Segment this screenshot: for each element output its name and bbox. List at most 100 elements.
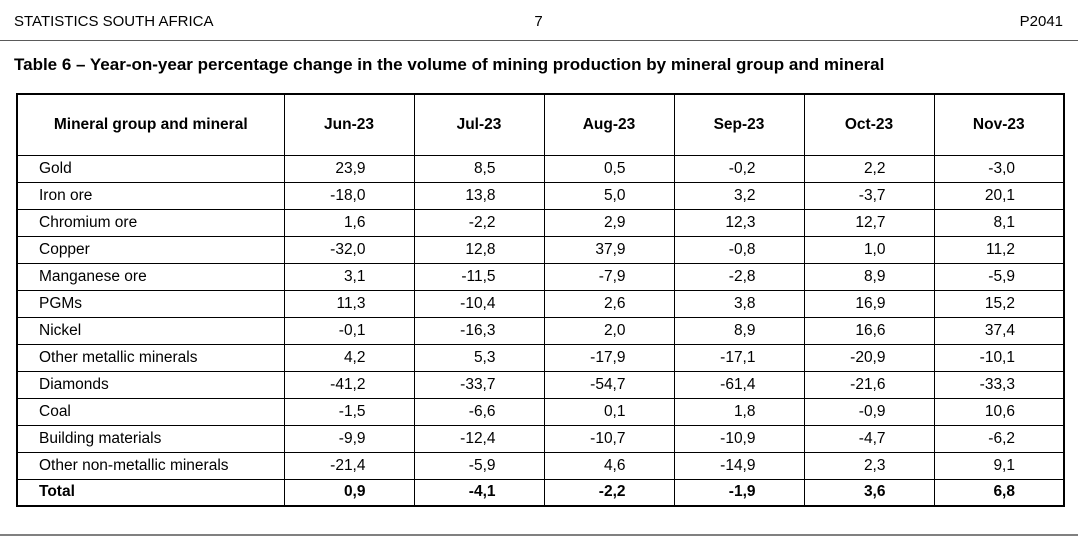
table-row: Building materials -9,9 -12,4 -10,7 -10,9 -4,… [16,424,1065,453]
row-label: Iron ore [16,181,285,210]
row-value: 5,3 [413,343,545,372]
row-label: Building materials [16,424,285,453]
row-value: 20,1 [933,181,1065,210]
row-value: -12,4 [413,424,545,453]
row-label: Copper [16,235,285,264]
row-value: 10,6 [933,397,1065,426]
row-value: -17,1 [673,343,805,372]
row-value: 2,0 [543,316,675,345]
publisher-name: STATISTICS SOUTH AFRICA [14,13,214,30]
row-value: 37,4 [933,316,1065,345]
row-value: -6,6 [413,397,545,426]
row-label: Nickel [16,316,285,345]
row-value: -10,7 [543,424,675,453]
row-value: 4,6 [543,451,675,480]
mining-production-table: Mineral group and mineral Jun-23 Jul-23 Aug… [16,93,1065,507]
header-rule [0,40,1078,41]
row-value: 11,3 [283,289,415,318]
row-value: 3,2 [673,181,805,210]
row-value: 2,2 [803,154,935,183]
row-value: -18,0 [283,181,415,210]
row-value: -1,9 [673,478,805,507]
row-value: -3,0 [933,154,1065,183]
row-label: Other non-metallic minerals [16,451,285,480]
row-value: 12,7 [803,208,935,237]
page-number: 7 [534,13,543,30]
row-value: -17,9 [543,343,675,372]
table-row: Coal -1,5 -6,6 0,1 1,8 -0,9 10,6 [16,397,1065,426]
row-value: 9,1 [933,451,1065,480]
row-value: -0,8 [673,235,805,264]
row-value: 0,9 [283,478,415,507]
row-label: Total [16,478,285,507]
table-head: Mineral group and mineral Jun-23 Jul-23 Aug… [16,93,1065,156]
row-value: 12,8 [413,235,545,264]
row-value: 2,6 [543,289,675,318]
column-header-month: Jul-23 [413,93,545,156]
table-body: Gold 23,9 8,5 0,5 -0,2 2,2 -3,0 Iron ore -18,0 13… [16,154,1065,507]
row-value: -21,6 [803,370,935,399]
row-value: 4,2 [283,343,415,372]
row-value: -11,5 [413,262,545,291]
table-row: Other non-metallic minerals -21,4 -5,9 4,6-… [16,451,1065,480]
row-value: 8,5 [413,154,545,183]
row-value: 6,8 [933,478,1065,507]
row-value: 5,0 [543,181,675,210]
column-header-month: Oct-23 [803,93,935,156]
row-value: 0,1 [543,397,675,426]
row-value: 16,6 [803,316,935,345]
row-value: 8,9 [673,316,805,345]
row-label: Gold [16,154,285,183]
table-row: Chromium ore 1,6 -2,2 2,9 12,3 12,7 8,1 [16,208,1065,237]
table-header-row: Mineral group and mineral Jun-23 Jul-23 Aug… [16,93,1065,156]
row-value: -6,2 [933,424,1065,453]
row-value: -10,1 [933,343,1065,372]
row-value: -1,5 [283,397,415,426]
row-value: 13,8 [413,181,545,210]
row-value: -33,7 [413,370,545,399]
table-row: Copper -32,0 12,8 37,9 -0,8 1,0 11,2 [16,235,1065,264]
row-value: 23,9 [283,154,415,183]
row-label: Chromium ore [16,208,285,237]
row-value: -54,7 [543,370,675,399]
row-value: 2,9 [543,208,675,237]
row-value: 8,1 [933,208,1065,237]
column-header-month: Sep-23 [673,93,805,156]
column-header-month: Nov-23 [933,93,1065,156]
row-value: 37,9 [543,235,675,264]
row-value: 3,8 [673,289,805,318]
table-row: Diamonds -41,2 -33,7 -54,7 -61,4 -21,6 -33,3 [16,370,1065,399]
row-value: -32,0 [283,235,415,264]
table-title: Table 6 – Year-on-year percentage change… [14,55,885,74]
row-value: 12,3 [673,208,805,237]
row-value: -10,4 [413,289,545,318]
row-value: 1,8 [673,397,805,426]
report-code: P2041 [1019,13,1063,30]
row-value: 16,9 [803,289,935,318]
row-value: -2,2 [413,208,545,237]
column-header-mineral-group: Mineral group and mineral [16,93,285,156]
table-row: PGMs 11,3 -10,4 2,6 3,8 16,9 15,2 [16,289,1065,318]
row-value: 1,6 [283,208,415,237]
row-value: 2,3 [803,451,935,480]
row-value: 3,6 [803,478,935,507]
row-value: 15,2 [933,289,1065,318]
row-value: -0,2 [673,154,805,183]
table-row: Gold 23,9 8,5 0,5 -0,2 2,2 -3,0 [16,154,1065,183]
row-label: Diamonds [16,370,285,399]
row-value: -61,4 [673,370,805,399]
row-value: -4,7 [803,424,935,453]
table-row: Iron ore -18,0 13,8 5,0 3,2 -3,7 20,1 [16,181,1065,210]
column-header-month: Jun-23 [283,93,415,156]
row-value: -5,9 [933,262,1065,291]
row-label: Other metallic minerals [16,343,285,372]
row-value: 0,5 [543,154,675,183]
table-row: Manganese ore 3,1 -11,5 -7,9 -2,8 8,9 -5,9 [16,262,1065,291]
row-value: -0,9 [803,397,935,426]
row-value: -4,1 [413,478,545,507]
table-row: Other metallic minerals 4,2 5,3 -17,9 -17,1 -… [16,343,1065,372]
row-value: -41,2 [283,370,415,399]
row-label: PGMs [16,289,285,318]
row-value: 11,2 [933,235,1065,264]
